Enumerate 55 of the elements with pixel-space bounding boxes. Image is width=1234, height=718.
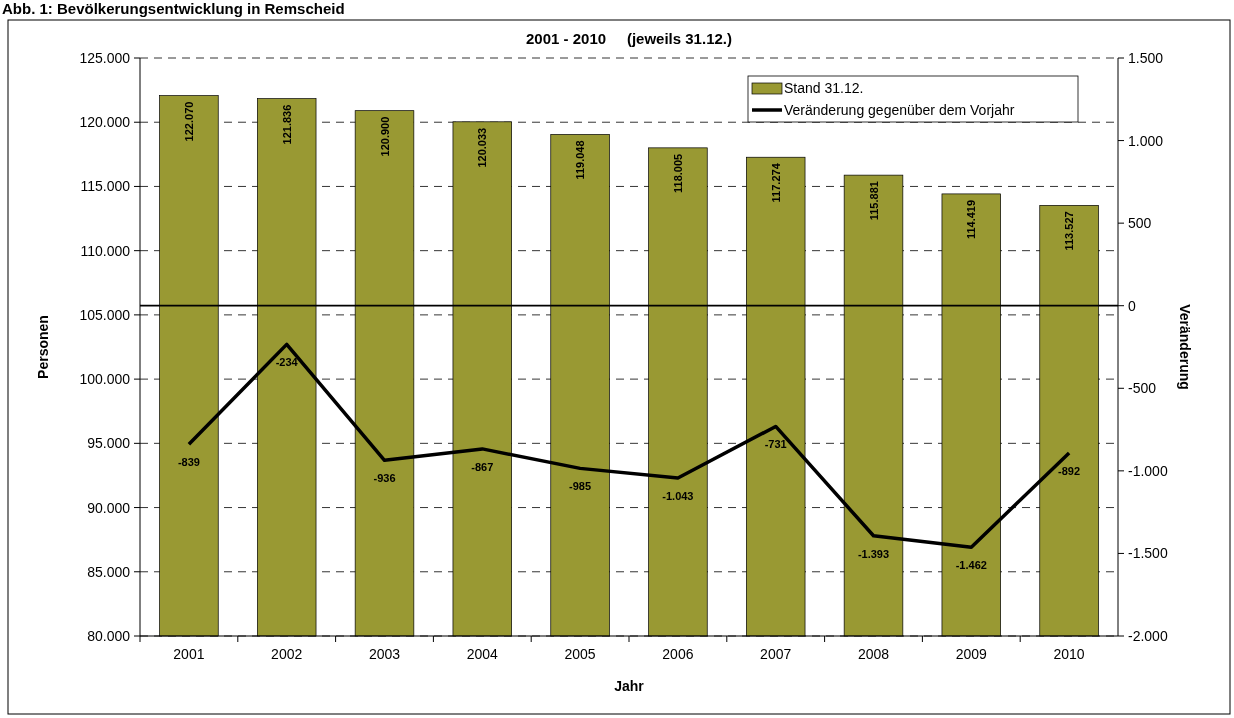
legend-label: Veränderung gegenüber dem Vorjahr: [784, 102, 1015, 118]
y2-tick-label: 1.000: [1128, 132, 1164, 149]
x-tick-label: 2010: [1053, 646, 1085, 662]
data-label: 117.274: [769, 162, 782, 203]
y2-tick-label: 500: [1128, 215, 1152, 232]
y2-tick-label: 1.500: [1128, 50, 1164, 66]
data-label: -936: [373, 472, 396, 485]
data-label: 122.070: [182, 101, 195, 142]
data-label: -1.462: [955, 559, 987, 572]
y2-tick-label: 0: [1128, 297, 1136, 314]
x-tick-label: 2002: [271, 646, 303, 662]
y-tick-label: 80.000: [87, 628, 131, 644]
data-label: 120.033: [476, 127, 489, 168]
x-tick-label: 2005: [564, 646, 596, 662]
y2-axis-title: Veränderung: [1177, 304, 1193, 390]
data-label: -839: [177, 456, 200, 469]
y-tick-label: 85.000: [87, 563, 131, 580]
x-tick-label: 2008: [857, 646, 890, 662]
data-label: -867: [471, 460, 494, 473]
data-label: 121.836: [280, 104, 293, 145]
x-tick-label: 2004: [466, 646, 499, 662]
data-label: 118.005: [671, 153, 684, 193]
y2-tick-label: -2.000: [1128, 628, 1168, 644]
legend-label: Stand 31.12.: [784, 80, 864, 96]
y-tick-label: 100.000: [79, 371, 131, 388]
data-label: -731: [764, 438, 787, 451]
x-axis-title: Jahr: [614, 678, 645, 694]
y-tick-label: 125.000: [79, 50, 131, 66]
data-label: 120.900: [378, 116, 391, 157]
data-label: -234: [275, 356, 299, 369]
x-tick-label: 2007: [760, 646, 792, 662]
y-tick-label: 105.000: [79, 306, 131, 323]
y-tick-label: 110.000: [80, 242, 131, 259]
y2-tick-label: -1.000: [1128, 462, 1168, 479]
data-label: 115.881: [867, 181, 880, 221]
chart-title: Abb. 1: Bevölkerungsentwicklung in Remscheid: [2, 0, 345, 17]
y2-tick-label: -1.500: [1128, 545, 1168, 562]
y-tick-label: 115.000: [80, 178, 131, 195]
chart-subtitle: 2001 - 2010 (jeweils 31.12.): [526, 30, 732, 47]
data-label: 113.527: [1063, 211, 1076, 251]
x-tick-label: 2006: [662, 646, 694, 662]
data-label: 119.048: [574, 140, 587, 180]
data-label: 114.419: [965, 199, 978, 240]
y-tick-label: 95.000: [87, 435, 131, 452]
x-tick-label: 2003: [368, 646, 401, 662]
y-tick-label: 120.000: [79, 114, 131, 131]
data-label: -892: [1058, 465, 1081, 478]
y-axis-title: Personen: [35, 315, 51, 379]
x-tick-label: 2001: [173, 646, 205, 662]
data-label: -985: [569, 480, 592, 493]
y-tick-label: 90.000: [87, 499, 131, 516]
data-label: -1.043: [662, 489, 694, 502]
x-tick-label: 2009: [955, 646, 988, 662]
y2-tick-label: -500: [1128, 380, 1157, 397]
data-label: -1.393: [857, 547, 890, 560]
